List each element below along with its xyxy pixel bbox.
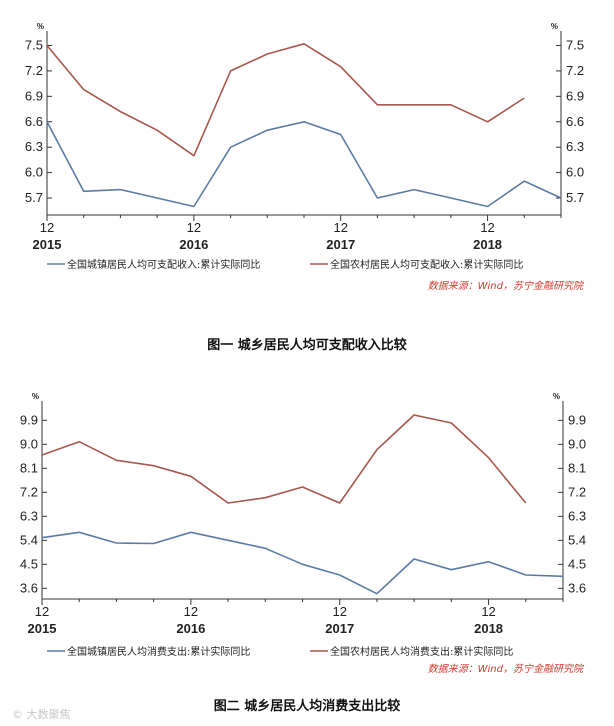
y-tick-label-right: 4.5 — [568, 556, 586, 571]
x-year-label: 2018 — [474, 621, 503, 636]
legend-label: 全国城镇居民人均消费支出:累计实际同比 — [67, 645, 250, 658]
x-tick-label: 12 — [187, 220, 201, 235]
y-tick-label-right: 7.5 — [566, 37, 584, 52]
x-year-label: 2017 — [325, 621, 354, 636]
source-note: 数据来源：Wind，苏宁金融研究院 — [428, 663, 585, 675]
x-tick-label: 12 — [184, 604, 198, 619]
series-line-rural — [46, 43, 525, 157]
y-tick-label-right: 6.3 — [568, 508, 586, 523]
source-note: 数据来源：Wind，苏宁金融研究院 — [428, 280, 585, 292]
y-tick-label-right: 6.9 — [566, 88, 584, 103]
figure-caption: 图一 城乡居民人均可支配收入比较 — [207, 337, 407, 353]
x-tick-label: 12 — [481, 604, 495, 619]
x-year-label: 2018 — [473, 237, 502, 252]
chart-consumption: % % 3.6 3.6 4.5 4.5 5.4 5.4 6.3 6.3 7.2 7.2 8.1 8.1 9.… — [20, 392, 586, 714]
unit-label-right: % — [551, 22, 558, 31]
legend-label: 全国农村居民人均可支配收入:累计实际同比 — [330, 258, 523, 271]
unit-label-left: % — [37, 22, 44, 31]
x-year-label: 2016 — [176, 621, 205, 636]
y-tick-label-right: 7.2 — [568, 484, 586, 499]
x-tick-label: 12 — [332, 604, 346, 619]
x-tick-label: 12 — [40, 220, 54, 235]
y-tick-label-left: 9.9 — [20, 412, 38, 427]
y-tick-label-left: 4.5 — [20, 556, 38, 571]
y-tick-label-left: 7.5 — [25, 37, 43, 52]
y-tick-label-left: 6.6 — [25, 114, 43, 129]
y-tick-label-right: 3.6 — [568, 580, 586, 595]
unit-label-left: % — [32, 392, 39, 401]
y-tick-label-left: 6.0 — [25, 165, 43, 180]
y-tick-label-right: 7.2 — [566, 63, 584, 78]
legend-label: 全国城镇居民人均可支配收入:累计实际同比 — [67, 258, 260, 271]
legend-label: 全国农村居民人均消费支出:累计实际同比 — [330, 645, 513, 658]
y-tick-label-right: 6.6 — [566, 114, 584, 129]
y-tick-label-right: 5.7 — [566, 190, 584, 205]
y-tick-label-left: 7.2 — [20, 484, 38, 499]
x-tick-label: 12 — [333, 220, 347, 235]
x-tick-label: 12 — [480, 220, 494, 235]
x-year-label: 2015 — [28, 621, 57, 636]
y-tick-label-right: 5.4 — [568, 532, 586, 547]
y-tick-label-left: 5.7 — [25, 190, 43, 205]
y-tick-label-right: 8.1 — [568, 460, 586, 475]
unit-label-right: % — [553, 392, 560, 401]
series-line-urban — [41, 531, 564, 595]
series-line-rural — [41, 414, 527, 504]
y-tick-label-right: 6.3 — [566, 139, 584, 154]
x-year-label: 2017 — [326, 237, 355, 252]
y-tick-label-left: 6.3 — [20, 508, 38, 523]
y-tick-label-left: 3.6 — [20, 580, 38, 595]
figure-caption: 图二 城乡居民人均消费支出比较 — [214, 698, 401, 714]
y-tick-label-right: 6.0 — [566, 165, 584, 180]
x-year-label: 2016 — [179, 237, 208, 252]
y-tick-label-left: 5.4 — [20, 532, 38, 547]
series-line-urban — [46, 121, 562, 208]
y-tick-label-left: 7.2 — [25, 63, 43, 78]
watermark-text: © 大数聚焦 — [12, 707, 71, 721]
y-tick-label-left: 6.3 — [25, 139, 43, 154]
y-tick-label-left: 8.1 — [20, 460, 38, 475]
y-tick-label-left: 9.0 — [20, 436, 38, 451]
y-tick-label-right: 9.9 — [568, 412, 586, 427]
x-tick-label: 12 — [35, 604, 49, 619]
y-tick-label-left: 6.9 — [25, 88, 43, 103]
y-tick-label-right: 9.0 — [568, 436, 586, 451]
chart-income: % % 5.7 5.7 6.0 6.0 6.3 6.3 6.6 6.6 6.9 6.9 7.2 7.2 7.… — [25, 22, 585, 353]
x-year-label: 2015 — [33, 237, 62, 252]
